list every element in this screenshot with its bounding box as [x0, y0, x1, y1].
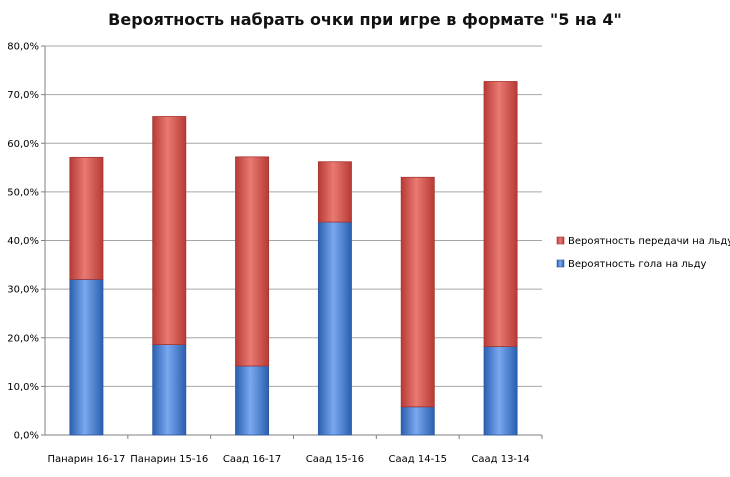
x-tick-label: Панарин 15-16 — [130, 454, 208, 465]
y-tick-label: 60,0% — [7, 139, 39, 150]
bar-goal — [400, 406, 435, 436]
x-tick-label: Саад 14-15 — [389, 454, 447, 465]
chart-title: Вероятность набрать очки при игре в форм… — [108, 10, 622, 29]
y-tick-label: 40,0% — [7, 236, 39, 247]
y-tick-label: 70,0% — [7, 90, 39, 101]
y-tick-label: 50,0% — [7, 187, 39, 198]
bar-assist — [483, 81, 518, 347]
bar-assist — [69, 156, 104, 280]
bar-assist — [317, 161, 352, 223]
x-tick-label: Саад 15-16 — [306, 454, 364, 465]
y-tick-label: 0,0% — [14, 431, 39, 442]
x-tick-label: Панарин 16-17 — [47, 454, 125, 465]
y-tick-label: 80,0% — [7, 42, 39, 53]
y-tick-label: 20,0% — [7, 333, 39, 344]
bar-goal — [235, 365, 270, 436]
x-tick-label: Саад 13-14 — [471, 454, 529, 465]
bar-assist — [235, 156, 270, 367]
legend-label: Вероятность передачи на льду — [568, 236, 730, 247]
y-tick-label: 10,0% — [7, 382, 39, 393]
legend-label: Вероятность гола на льду — [568, 259, 706, 270]
bar-goal — [152, 344, 187, 436]
legend-swatch — [556, 259, 565, 268]
y-tick-label: 30,0% — [7, 285, 39, 296]
bar-assist — [400, 176, 435, 408]
bar-goal — [317, 221, 352, 436]
bar-goal — [69, 278, 104, 436]
x-tick-label: Саад 16-17 — [223, 454, 281, 465]
bar-assist — [152, 116, 187, 345]
legend-swatch — [556, 236, 565, 245]
bar-goal — [483, 346, 518, 436]
